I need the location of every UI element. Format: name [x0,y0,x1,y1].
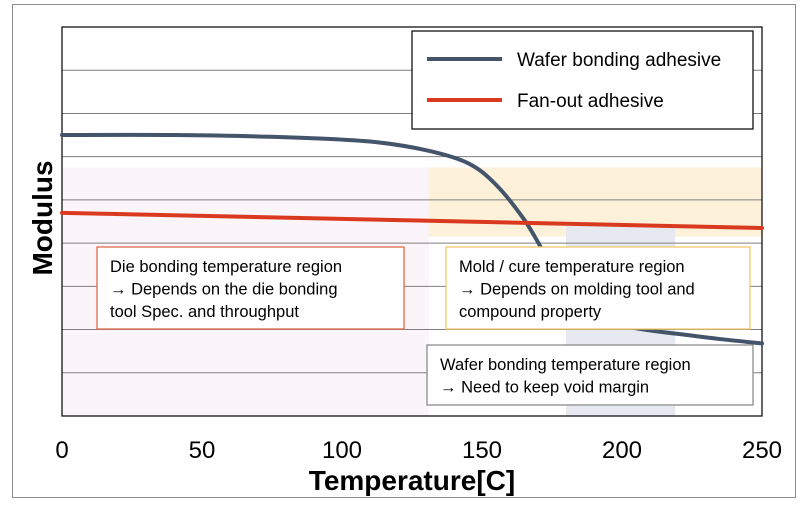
annotation-line: tool Spec. and throughput [110,303,299,321]
x-tick-label: 50 [189,437,216,464]
annotation-line: → Depends on the die bonding [110,281,338,299]
x-tick-label: 200 [602,437,642,464]
annotation-line: compound property [459,303,602,321]
annotation-0: Die bonding temperature region → Depends … [96,246,405,330]
annotation-box-2 [426,344,754,406]
legend: Wafer bonding adhesive Fan-out adhesive [411,30,754,130]
annotation-line: Wafer bonding temperature region [440,356,691,374]
plot-area-border [61,26,763,417]
legend-box [411,30,754,130]
annotation-boxes: Die bonding temperature region → Depends … [96,246,754,406]
x-tick-labels: 0 50 100 150 200 250 [55,437,782,464]
legend-label-fan-out: Fan-out adhesive [517,91,664,112]
x-tick-label: 250 [742,437,782,464]
annotation-line: → Need to keep void margin [440,379,649,397]
annotation-1: Mold / cure temperature region → Depends … [445,246,751,330]
annotation-line: Die bonding temperature region [110,258,342,276]
x-tick-label: 0 [55,437,68,464]
x-tick-label: 150 [462,437,502,464]
chart-frame [12,4,796,498]
annotation-2: Wafer bonding temperature region → Need t… [426,344,754,406]
annotation-line: → Depends on molding tool and [459,281,695,299]
annotation-box-1 [445,246,751,330]
annotation-line: Mold / cure temperature region [459,258,685,276]
x-tick-label: 100 [322,437,362,464]
y-axis-title: Modulus [27,160,58,275]
series-line-0 [60,132,764,346]
series-lines [60,132,764,346]
series-line-1 [60,210,764,230]
x-axis-title: Temperature[C] [309,465,515,496]
legend-label-wafer-bonding: Wafer bonding adhesive [517,50,721,71]
annotation-box-0 [96,246,405,330]
